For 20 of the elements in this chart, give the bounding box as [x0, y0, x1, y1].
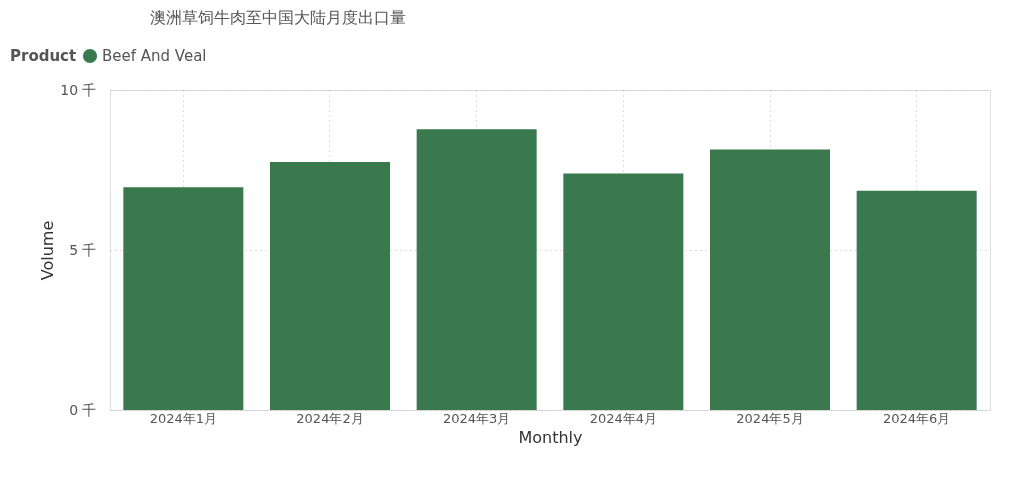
legend-label: Beef And Veal	[102, 47, 207, 65]
bar	[270, 162, 390, 410]
bar	[563, 173, 684, 410]
x-tick-label: 2024年1月	[149, 410, 218, 426]
chart-title: 澳洲草饲牛肉至中国大陆月度出口量	[150, 8, 406, 27]
x-axis-title: Monthly	[518, 427, 583, 447]
x-tick-label: 2024年6月	[882, 410, 951, 426]
x-tick-label: 2024年4月	[589, 410, 658, 426]
x-tick-label: 2024年5月	[736, 410, 804, 426]
y-tick-label: 10 千	[60, 81, 97, 98]
bar	[856, 190, 977, 410]
y-tick-label: 5 千	[69, 241, 97, 258]
bar	[123, 187, 244, 410]
y-tick-label: 0 千	[69, 401, 97, 418]
y-axis-title: Volume	[38, 220, 58, 281]
x-tick-label: 2024年3月	[442, 410, 511, 426]
legend-title: Product	[10, 47, 77, 65]
x-tick-label: 2024年2月	[296, 410, 364, 426]
bar	[416, 129, 537, 410]
bar	[710, 149, 830, 410]
